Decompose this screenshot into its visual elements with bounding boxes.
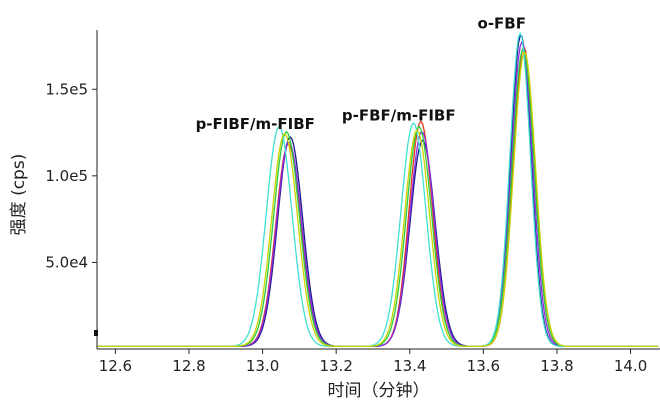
peak-label: p-FBF/m-FIBF <box>342 106 456 124</box>
series-line-3 <box>97 48 659 348</box>
x-tick-label: 12.6 <box>99 357 132 375</box>
y-axis-start-marker <box>94 330 98 336</box>
x-tick-label: 14.0 <box>614 357 647 375</box>
peak-label: o-FBF <box>478 15 526 33</box>
y-axis-title: 强度 (cps) <box>9 154 29 236</box>
x-tick-label: 13.2 <box>319 357 352 375</box>
x-axis-title: 时间（分钟） <box>328 381 430 401</box>
peak-label: p-FIBF/m-FIBF <box>196 115 315 133</box>
series-line-2 <box>97 40 659 348</box>
x-tick-label: 13.6 <box>467 357 500 375</box>
x-tick-label: 13.4 <box>393 357 426 375</box>
series-line-4 <box>97 32 659 348</box>
series-line-1 <box>97 46 659 348</box>
series-line-0 <box>97 34 659 348</box>
y-tick-label: 5.0e4 <box>45 253 88 271</box>
y-axis-ticks: 5.0e4 1.0e5 1.5e5 <box>45 80 97 271</box>
peak-annotations: p-FIBF/m-FIBF p-FBF/m-FIBF o-FBF <box>196 15 526 133</box>
x-tick-label: 13.0 <box>246 357 279 375</box>
x-axis-ticks: 12.6 12.8 13.0 13.2 13.4 13.6 13.8 14.0 <box>99 349 647 375</box>
x-tick-label: 12.8 <box>172 357 205 375</box>
y-tick-label: 1.5e5 <box>45 80 88 98</box>
series-line-5 <box>97 52 659 348</box>
y-tick-label: 1.0e5 <box>45 167 88 185</box>
plot-series-group <box>97 32 659 348</box>
x-tick-label: 13.8 <box>540 357 573 375</box>
